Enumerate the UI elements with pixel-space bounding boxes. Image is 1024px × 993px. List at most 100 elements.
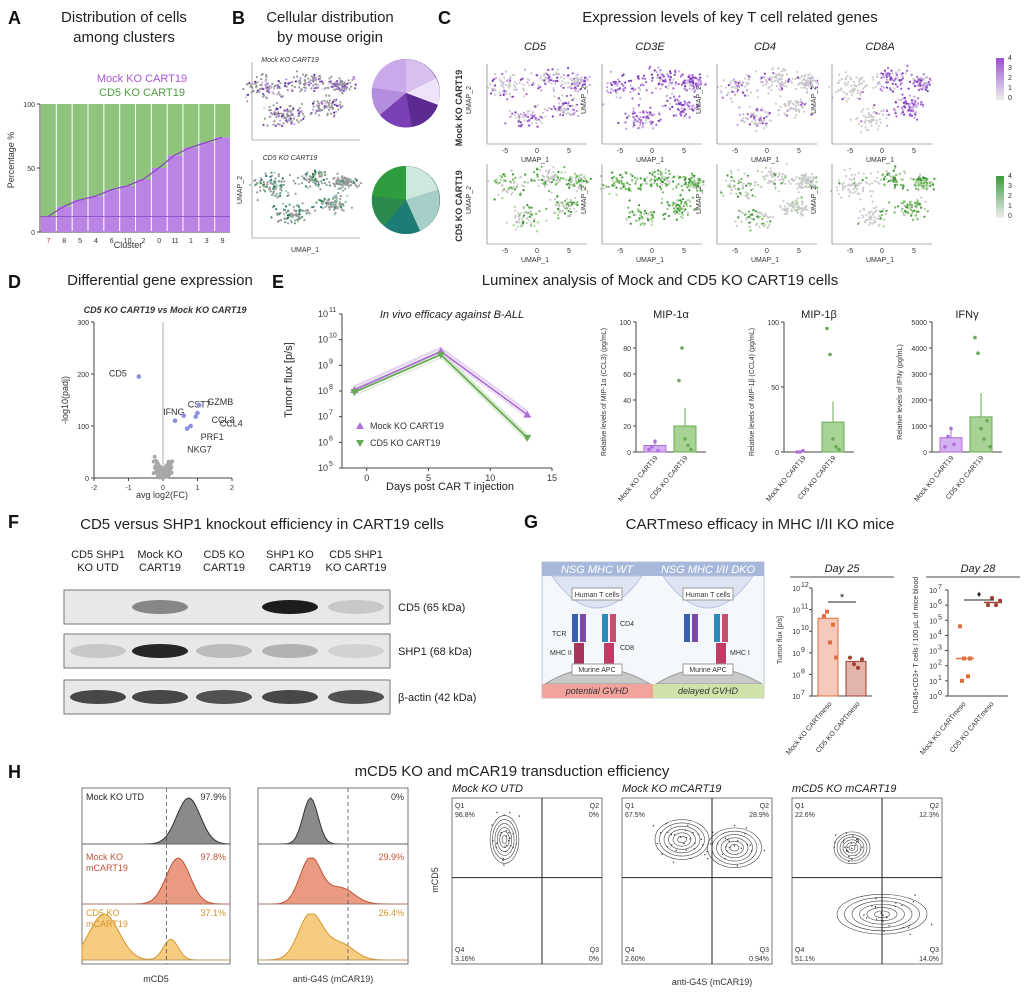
- flow-dot: [671, 844, 673, 846]
- umap-point: [346, 180, 349, 184]
- umap-point: [624, 185, 627, 188]
- umap-point: [655, 71, 658, 74]
- flow-dot: [744, 832, 746, 835]
- umap-point: [523, 68, 527, 71]
- flow-dot: [679, 836, 682, 838]
- flow-frame-0: [451, 797, 603, 965]
- umap-point: [296, 119, 299, 122]
- umap-point: [512, 185, 515, 188]
- x-tick-label: 10: [485, 473, 495, 483]
- umap-point: [562, 73, 566, 77]
- umap-point: [684, 102, 687, 105]
- hist-pct-1-0: 0%: [391, 792, 404, 802]
- umap-point: [336, 172, 339, 175]
- gene-title-cd4: CD4: [754, 41, 776, 53]
- umap-point: [898, 69, 901, 72]
- umap-point: [544, 76, 547, 79]
- flow-dot: [709, 843, 712, 845]
- umap-point: [488, 83, 492, 86]
- x-tick-label: 4: [94, 238, 98, 245]
- flow-dot: [503, 864, 505, 866]
- umap-point: [914, 187, 918, 190]
- umap-tick: -5: [502, 148, 508, 155]
- umap-point: [658, 82, 661, 85]
- umap-point: [547, 68, 550, 71]
- y-tick-exp: 12: [801, 582, 809, 589]
- umap-point: [351, 78, 354, 81]
- x-tick-label: 5: [78, 238, 82, 245]
- volcano-label-cd5: CD5: [109, 369, 127, 379]
- umap-tick: 5: [797, 148, 801, 155]
- volcano-point: [164, 474, 169, 479]
- umap-point: [650, 73, 654, 76]
- umap-point: [915, 180, 919, 183]
- umap-point: [254, 80, 257, 83]
- umap-point: [541, 78, 544, 82]
- umap-point: [276, 101, 279, 105]
- y-tick-label: 10: [318, 437, 328, 447]
- umap-point: [637, 86, 640, 89]
- bar-cd5: [56, 104, 72, 207]
- colorbar-tick: 4: [1008, 55, 1012, 62]
- umap-point: [554, 73, 557, 76]
- x-tick-label: 0: [161, 485, 165, 492]
- flow-dot: [667, 831, 669, 833]
- umap-point: [660, 172, 664, 175]
- umap-point: [871, 118, 875, 121]
- umap-point: [876, 217, 879, 220]
- flow-dot: [848, 860, 850, 863]
- umap-point: [493, 84, 497, 87]
- umap-point: [554, 107, 557, 110]
- umap-point: [293, 115, 296, 118]
- umap-point: [540, 165, 543, 168]
- umap-point: [318, 171, 321, 174]
- umap-point: [634, 182, 637, 185]
- umap-point: [781, 73, 784, 76]
- umap-point: [884, 212, 887, 215]
- umap-point: [311, 102, 315, 105]
- umap-point: [277, 175, 280, 178]
- luminex-point: [976, 351, 980, 356]
- umap-point: [676, 98, 679, 101]
- umap-point: [344, 86, 347, 89]
- umap-point: [262, 123, 265, 127]
- umap-point: [855, 187, 858, 190]
- umap-point: [877, 214, 880, 217]
- umap-point: [920, 184, 923, 187]
- umap-point: [880, 214, 883, 217]
- umap-point: [732, 185, 735, 188]
- flow-dot: [908, 924, 911, 927]
- umap-point: [854, 190, 857, 193]
- umap-point: [298, 107, 301, 110]
- umap-point: [781, 172, 784, 176]
- umap-point: [683, 114, 686, 118]
- umap-point: [531, 111, 534, 114]
- umap-point: [904, 213, 907, 217]
- umap-point: [317, 181, 320, 184]
- hist-pct-1-1: 29.9%: [378, 852, 404, 862]
- umap-point: [325, 94, 328, 97]
- umap-point: [627, 80, 631, 83]
- umap-point: [319, 101, 322, 104]
- umap-point: [677, 199, 680, 202]
- umap-point: [797, 184, 801, 187]
- volcano-point: [152, 454, 157, 459]
- individual-trace: [354, 346, 528, 411]
- umap-point: [688, 83, 691, 86]
- umap-point: [770, 174, 773, 177]
- panel-e: E Luminex analysis of Mock and CD5 KO CA…: [272, 272, 1002, 503]
- series-marker-mock: [523, 410, 532, 418]
- umap-point: [743, 172, 746, 175]
- umap-point: [739, 210, 743, 213]
- umap-point: [658, 113, 661, 116]
- hist-curve-1-2: [258, 913, 408, 961]
- umap-point: [630, 173, 633, 176]
- umap-point: [878, 223, 881, 226]
- umap-point: [633, 176, 636, 179]
- umap-point: [333, 195, 336, 198]
- umap-point: [550, 107, 553, 111]
- umap-point: [356, 185, 359, 188]
- umap-point: [605, 89, 609, 92]
- umap-point: [904, 72, 908, 75]
- umap-point: [285, 211, 288, 214]
